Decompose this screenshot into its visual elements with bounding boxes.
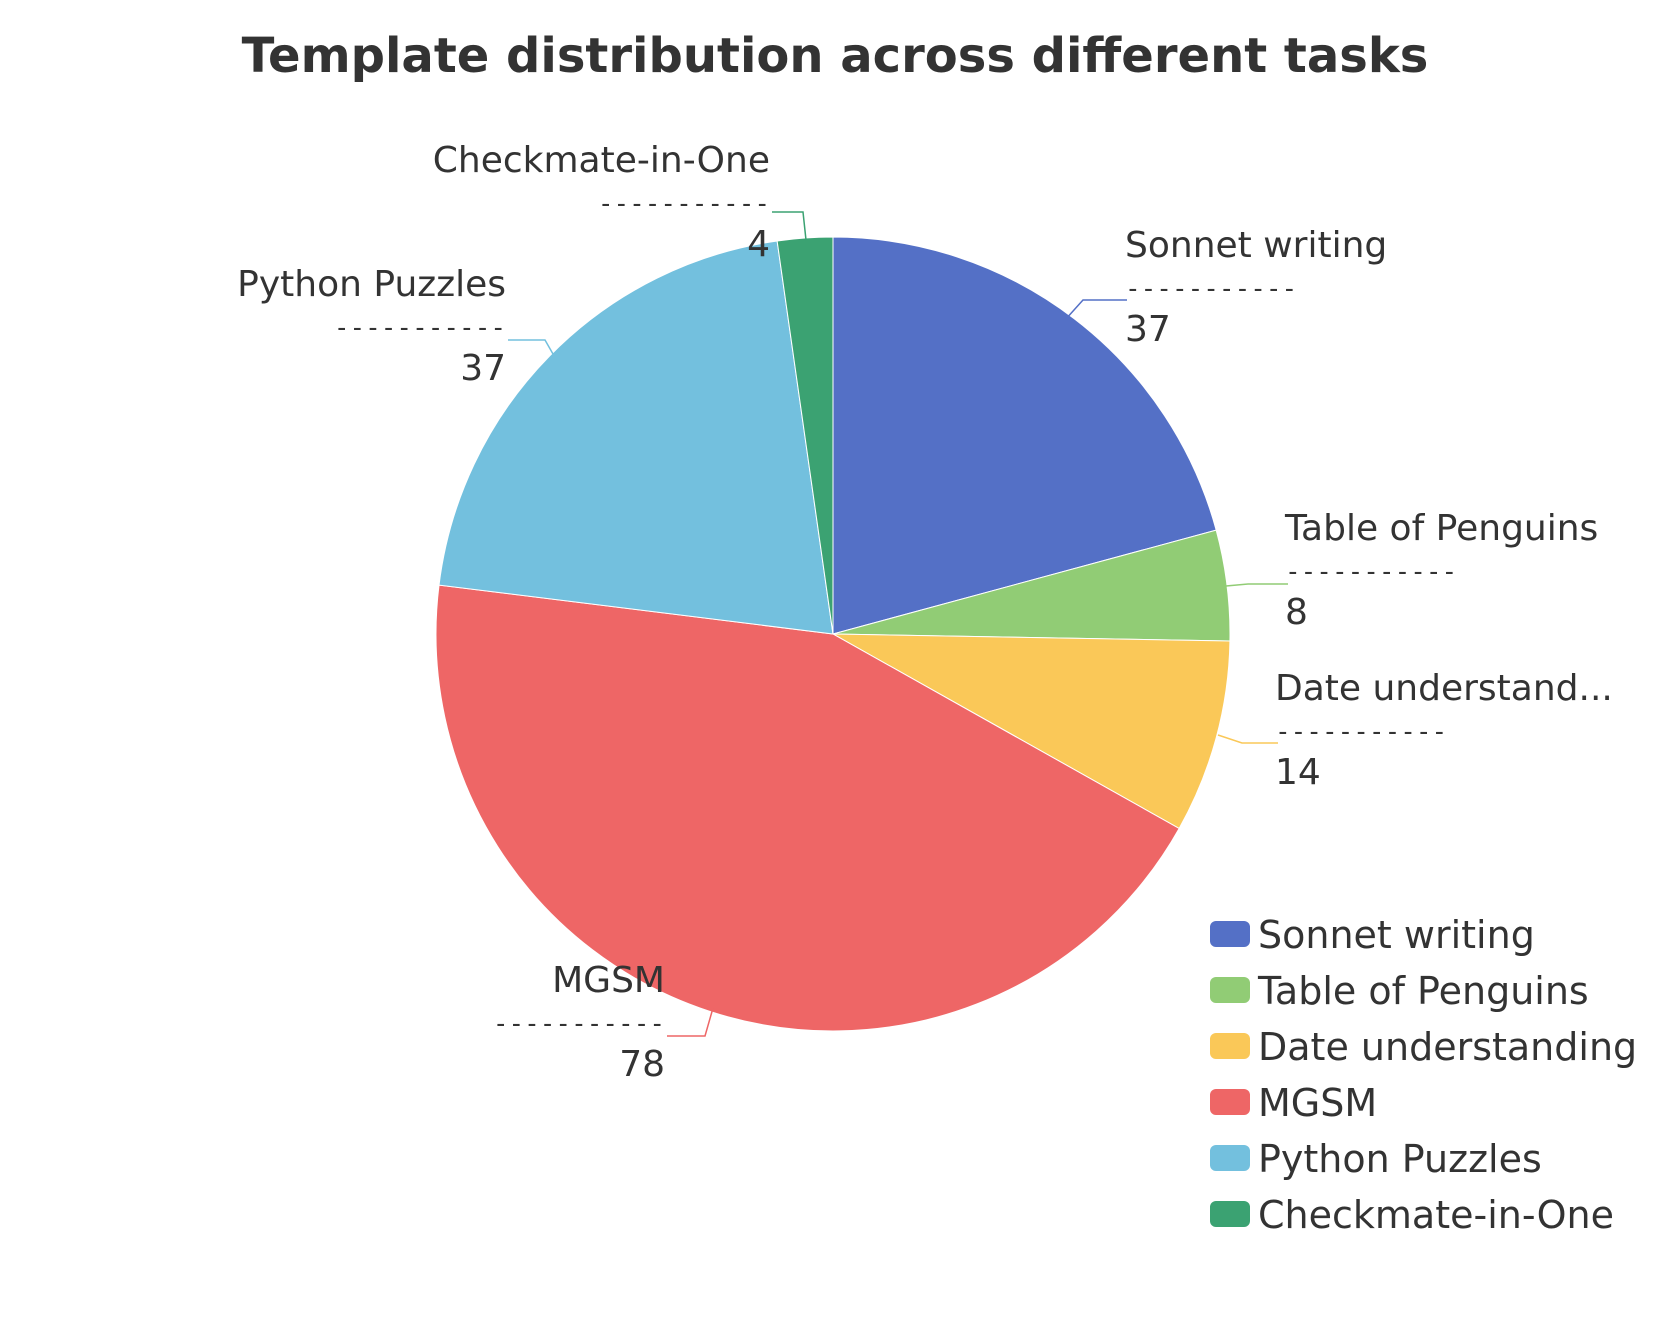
legend-swatch	[1210, 1089, 1250, 1115]
slice-value-date-understanding: 14	[1275, 752, 1321, 793]
legend-label: Checkmate-in-One	[1258, 1193, 1614, 1237]
leader-line-date-understanding	[1217, 734, 1278, 744]
leader-line-sonnet-writing	[1064, 299, 1127, 321]
legend-label: Date understanding	[1258, 1025, 1637, 1069]
legend-item-checkmate-in-one[interactable]: Checkmate-in-One	[1210, 1193, 1614, 1237]
slice-label-sonnet-writing: Sonnet writing	[1125, 225, 1387, 266]
leader-line-python-puzzles	[508, 339, 558, 362]
legend-item-python-puzzles[interactable]: Python Puzzles	[1210, 1137, 1542, 1181]
slice-label-date-understanding: Date understand...	[1275, 668, 1613, 709]
slice-label-separator: -----------	[334, 313, 506, 343]
legend-swatch	[1210, 1145, 1250, 1171]
legend-item-mgsm[interactable]: MGSM	[1210, 1081, 1377, 1125]
legend-swatch	[1210, 977, 1250, 1003]
legend-swatch	[1210, 921, 1250, 947]
legend-label: MGSM	[1258, 1081, 1377, 1125]
slice-label-mgsm: MGSM	[552, 960, 665, 1001]
slice-value-sonnet-writing: 37	[1125, 309, 1171, 350]
slice-label-separator: -----------	[1275, 717, 1447, 747]
slice-value-checkmate-in-one: 4	[747, 224, 770, 265]
chart-title: Template distribution across different t…	[242, 28, 1429, 84]
pie-slice-sonnet-writing[interactable]	[832, 236, 1217, 635]
pie-slice-mgsm[interactable]	[435, 584, 1180, 1032]
leader-line-checkmate-in-one	[772, 211, 807, 241]
legend-item-table-of-penguins[interactable]: Table of Penguins	[1210, 969, 1589, 1013]
leader-line-table-of-penguins	[1225, 583, 1288, 587]
slice-value-mgsm: 78	[619, 1044, 665, 1085]
legend-swatch	[1210, 1201, 1250, 1227]
slice-label-separator: -----------	[1285, 557, 1457, 587]
slice-value-python-puzzles: 37	[460, 348, 506, 389]
slice-label-table-of-penguins: Table of Penguins	[1284, 508, 1598, 549]
slice-label-separator: -----------	[598, 189, 770, 219]
slice-value-table-of-penguins: 8	[1285, 592, 1308, 633]
slice-label-separator: -----------	[493, 1009, 665, 1039]
slice-label-python-puzzles: Python Puzzles	[237, 264, 506, 305]
pie-slice-python-puzzles[interactable]	[438, 240, 834, 635]
pie-slice-checkmate-in-one[interactable]	[776, 236, 834, 635]
legend-swatch	[1210, 1033, 1250, 1059]
slice-label-separator: -----------	[1125, 274, 1297, 304]
legend-label: Python Puzzles	[1258, 1137, 1542, 1181]
legend-item-date-understanding[interactable]: Date understanding	[1210, 1025, 1637, 1069]
legend-label: Table of Penguins	[1257, 969, 1589, 1013]
leader-line-mgsm	[667, 1007, 714, 1037]
slice-label-checkmate-in-one: Checkmate-in-One	[433, 140, 770, 181]
legend-item-sonnet-writing[interactable]: Sonnet writing	[1210, 913, 1535, 957]
pie-slice-date-understanding[interactable]	[832, 633, 1231, 830]
legend-label: Sonnet writing	[1258, 913, 1535, 957]
